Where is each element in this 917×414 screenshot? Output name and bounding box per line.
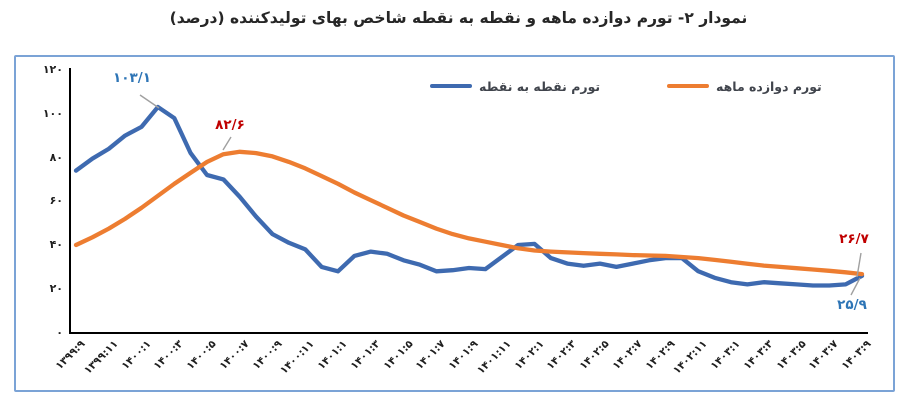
- legend-item-point-to-point: تورم نقطه به نقطه: [430, 78, 600, 94]
- data-label-peak-twelve-month: ۸۲/۶: [215, 117, 245, 133]
- line-chart-svg: [69, 68, 868, 334]
- annotation-leader-line: [222, 136, 232, 151]
- legend-line-blue: [430, 83, 472, 89]
- legend-line-orange: [667, 83, 709, 89]
- series-line-twelve-month: [73, 149, 865, 277]
- annotation-leader-line: [856, 252, 862, 278]
- legend-item-twelve-month: تورم دوازده ماهه: [667, 78, 822, 94]
- y-tick-label: ۶۰: [49, 194, 63, 208]
- data-label-last-twelve-month: ۲۶/۷: [839, 231, 869, 247]
- y-tick-label: ۸۰: [49, 150, 63, 164]
- axis-lines: [69, 68, 868, 334]
- annotation-leader-line: [139, 94, 160, 109]
- y-tick-label: ۰: [56, 325, 63, 339]
- data-label-peak-point-to-point: ۱۰۳/۱: [113, 70, 151, 86]
- data-label-last-point-to-point: ۲۵/۹: [837, 297, 867, 313]
- legend-label-twelve-month: تورم دوازده ماهه: [716, 78, 822, 94]
- y-tick-label: ۱۲۰: [42, 63, 63, 76]
- y-tick-label: ۴۰: [49, 238, 63, 251]
- legend-label-point-to-point: تورم نقطه به نقطه: [479, 78, 601, 94]
- chart-area: ۰ ۲۰ ۴۰ ۶۰ ۸۰ ۱۰۰ ۱۲۰ ۱۳۹۹:۹ ۱۳۹۹:۱۱ ۱۴۰۰:۱ ۱۴۰۰:…: [14, 55, 895, 392]
- plot-region: ۰ ۲۰ ۴۰ ۶۰ ۸۰ ۱۰۰ ۱۲۰ ۱۳۹۹:۹ ۱۳۹۹:۱۱ ۱۴۰۰:۱ ۱۴۰۰:…: [16, 57, 893, 390]
- y-tick-label: ۱۰۰: [42, 106, 63, 120]
- y-tick-label: ۲۰: [49, 281, 63, 295]
- annotation-leader-line: [850, 277, 861, 296]
- chart-title: نمودار ۲- تورم دوازده ماهه و نقطه به نقط…: [169, 9, 748, 27]
- series-line-point-to-point: [73, 104, 865, 288]
